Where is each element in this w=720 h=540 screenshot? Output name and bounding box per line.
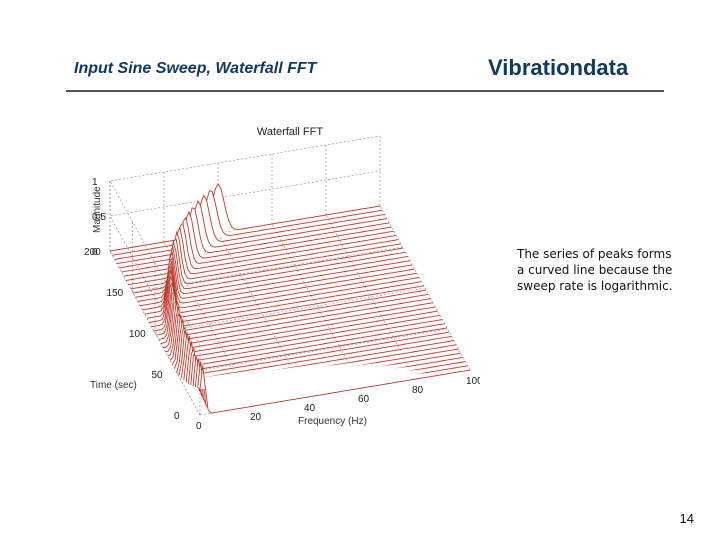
slice-line [112,190,383,256]
slice-line [153,279,424,332]
x-tick-label: 60 [358,394,370,405]
slice-line [133,238,404,294]
chart-title: Waterfall FFT [257,126,323,138]
slice-line [156,283,427,336]
brand-logo-text: Vibrationdata [488,55,629,80]
slice-line [167,306,438,357]
waterfall-chart: Waterfall FFT 0 20 40 60 80 100 0 50 100 150 200 0 0… [80,115,483,435]
annotation-note: The series of peaks forms a curved line … [517,247,673,293]
slice-line [130,230,401,290]
z-tick-label: 1 [92,177,98,188]
y-tick-label: 0 [174,411,180,422]
slice-line [169,313,441,361]
slice-line [171,314,443,365]
slice-line [149,269,420,323]
grid-line [325,214,417,380]
x-tick-label: 20 [250,412,262,423]
y-tick-label: 200 [84,247,101,258]
slide-title: Input Sine Sweep, Waterfall FFT [74,60,317,77]
slice-line [181,331,452,380]
grid-line [109,135,381,346]
title-rule [66,90,664,92]
grid-line [177,328,448,375]
page-number: 14 [679,511,694,526]
x-tick-label: 40 [304,403,316,414]
slice-line [163,300,434,349]
slice-line [114,194,385,260]
y-tick-label: 100 [129,329,146,340]
slice-line [165,301,436,353]
x-tick-label: 80 [412,385,424,396]
x-axis-label: Frequency (Hz) [298,416,367,427]
slice-line [176,326,447,372]
z-axis-label: Magnitude [92,186,103,233]
z-tick-label: 0 [92,247,98,258]
waterfall-svg: Waterfall FFT 02040608010005010015020000… [84,126,483,432]
slice-line [116,200,387,265]
slice-line [199,365,471,414]
x-tick-label: 100 [466,376,480,387]
x-tick-label: 0 [196,421,202,432]
y-axis-label: Time (sec) [90,380,137,391]
y-tick-label: 150 [107,288,124,299]
slice-line [174,319,445,369]
grid-line [163,241,255,407]
slice-line [135,242,406,298]
grid-line [109,170,381,381]
waterfall-mesh [109,183,471,414]
slice-line [160,292,431,344]
z-tick-label: 0.5 [92,212,106,223]
y-tick-label: 50 [152,370,164,381]
slice-line [109,183,381,252]
slice-line [178,330,450,376]
grid-line [154,287,426,334]
slice-line [158,292,429,340]
